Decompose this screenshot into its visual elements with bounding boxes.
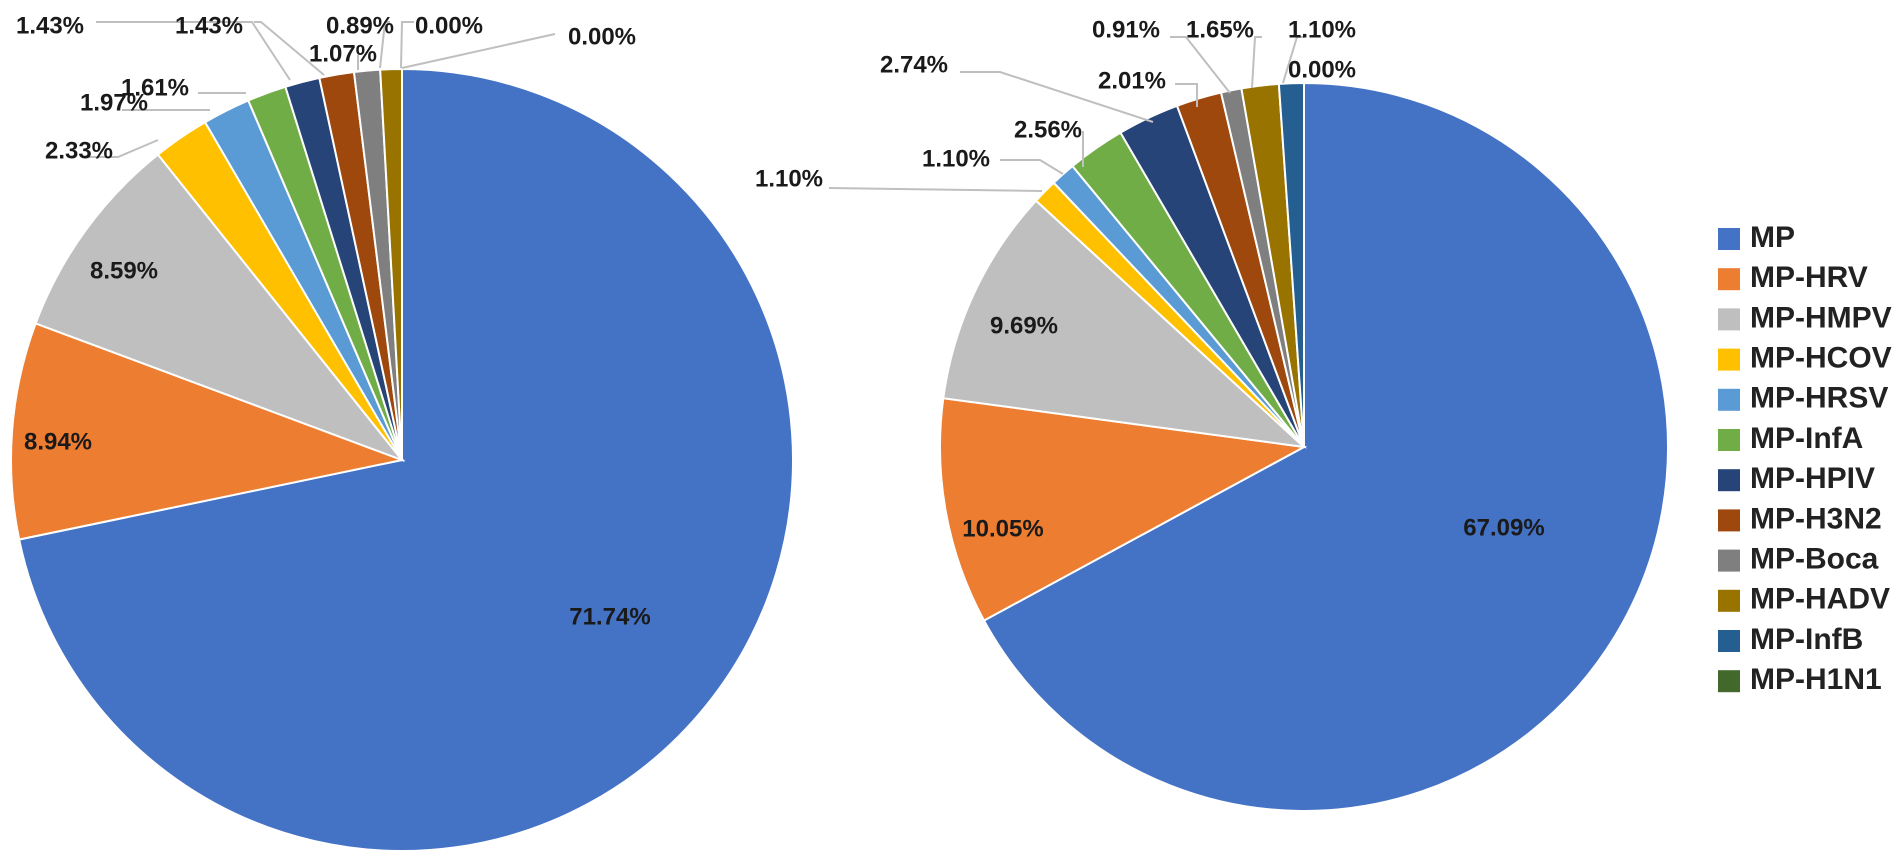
- legend: MP MP-HRV MP-HMPV MP-HCOV MP-HRSV MP-InfA MP-H…: [1718, 221, 1892, 696]
- pie2-label-mp-boca: 0.91%: [1092, 16, 1160, 43]
- pie1-slice-mp-hrv: [10, 322, 406, 541]
- pie1-label-mp-boca: 1.07%: [309, 40, 377, 67]
- pie2-label-mp-infa: 2.56%: [1014, 116, 1082, 143]
- pie2-label-mp-hadv: 1.65%: [1186, 16, 1254, 43]
- legend-swatch: [1718, 429, 1740, 451]
- pie2-leader-line-mp-h3n2: [1175, 83, 1198, 107]
- pie1-leader-line-mp-hpiv: [96, 21, 291, 81]
- pie1-label-mp-infa: 1.61%: [121, 74, 189, 101]
- legend-item-mp-hrsv: MP-HRSV: [1718, 382, 1888, 415]
- pie1-label-mp: 71.74%: [569, 603, 650, 630]
- legend-label: MP-HMPV: [1750, 301, 1892, 334]
- pie2-slice-mp-hrv: [939, 397, 1308, 622]
- legend-swatch: [1718, 630, 1740, 652]
- legend-label: MP-H1N1: [1750, 663, 1882, 696]
- pie1-leader-line-mp-hadv: [379, 21, 390, 69]
- pie-chart-2: 67.09% 10.05% 9.69% 1.10% 1.10% 2.56% 2.74% 2.0…: [755, 16, 1669, 812]
- pie1-leader-line-mp-h1n1: [401, 33, 556, 69]
- pie2-leader-line-mp-hrsv: [1000, 159, 1064, 175]
- legend-item-mp-hcov: MP-HCOV: [1718, 342, 1892, 375]
- legend-label: MP-HADV: [1750, 583, 1890, 616]
- legend-item-mp-hmpv: MP-HMPV: [1718, 301, 1892, 334]
- legend-swatch: [1718, 549, 1740, 572]
- pie1-label-mp-hrsv: 1.97%: [80, 89, 148, 116]
- legend-swatch: [1718, 228, 1740, 250]
- legend-swatch: [1718, 348, 1740, 371]
- pie2-leader-line-mp-boca: [1170, 36, 1231, 94]
- legend-item-mp-infb: MP-InfB: [1718, 623, 1863, 656]
- pie1-label-mp-hmpv: 8.59%: [90, 257, 158, 284]
- pie2-label-mp-hcov: 1.10%: [755, 165, 823, 192]
- pie1-label-mp-hcov: 2.33%: [45, 137, 113, 164]
- legend-label: MP-HPIV: [1750, 462, 1875, 495]
- pie1-slice-mp-hadv: [379, 67, 403, 461]
- pie2-label-mp-hrv: 10.05%: [962, 515, 1043, 542]
- pie1-leader-line-mp-hcov: [86, 139, 159, 158]
- pie2-leader-line-mp-hadv: [1251, 36, 1262, 89]
- pie2-slice-mp-infb: [1277, 81, 1305, 448]
- pie2-label-mp-h3n2: 2.01%: [1098, 67, 1166, 94]
- legend-swatch: [1718, 589, 1740, 612]
- legend-swatch: [1718, 388, 1740, 411]
- legend-item-mp-boca: MP-Boca: [1718, 543, 1879, 576]
- legend-swatch: [1718, 670, 1740, 693]
- pie2-leader-line-mp-infb: [1282, 36, 1304, 84]
- legend-label: MP-H3N2: [1750, 502, 1882, 535]
- pie1-label-mp-hpiv: 1.43%: [16, 12, 84, 39]
- legend-swatch: [1718, 268, 1740, 291]
- pie2-label-mp-infb: 1.10%: [1288, 16, 1356, 43]
- pie-chart-1: 71.74% 8.94% 8.59% 2.33% 1.97%1.61% 1.43% 1.43…: [10, 12, 794, 852]
- legend-item-mp: MP: [1718, 221, 1795, 254]
- pie2-label-mp-h1n1: 0.00%: [1288, 56, 1356, 83]
- legend-label: MP-Boca: [1750, 543, 1879, 576]
- pie2-slice-mp: [982, 81, 1669, 812]
- legend-item-mp-h1n1: MP-H1N1: [1718, 663, 1882, 696]
- pie1-label-mp-h3n2: 1.43%: [175, 12, 243, 39]
- pie1-leader-line-mp-h3n2: [254, 21, 325, 76]
- legend-item-mp-infa: MP-InfA: [1718, 422, 1863, 455]
- legend-swatch: [1718, 509, 1740, 532]
- legend-swatch: [1718, 469, 1740, 492]
- legend-item-mp-h3n2: MP-H3N2: [1718, 502, 1882, 535]
- legend-item-mp-hrv: MP-HRV: [1718, 261, 1868, 294]
- legend-label: MP-InfB: [1750, 623, 1863, 656]
- pie2-label-mp-hmpv: 9.69%: [990, 312, 1058, 339]
- legend-label: MP-InfA: [1750, 422, 1863, 455]
- legend-swatch: [1718, 308, 1740, 331]
- pie1-label-mp-hadv: 0.89%: [326, 12, 394, 39]
- pie2-slice-mp-hmpv: [942, 199, 1308, 449]
- legend-label: MP-HRSV: [1750, 382, 1888, 415]
- pie1-leader-line-mp-infb: [400, 21, 414, 69]
- pie2-leader-line-mp-hpiv: [960, 71, 1154, 123]
- legend-item-mp-hadv: MP-HADV: [1718, 583, 1890, 616]
- legend-label: MP: [1750, 221, 1795, 254]
- pie2-label-mp-hrsv: 1.10%: [922, 145, 990, 172]
- pie1-label-mp-infb: 0.00%: [415, 12, 483, 39]
- pie1-slice-mp: [17, 67, 794, 852]
- pie2-label-mp: 67.09%: [1463, 514, 1544, 541]
- pie2-leader-line-mp-hcov: [828, 187, 1043, 192]
- pie2-label-mp-hpiv: 2.74%: [880, 51, 948, 78]
- pie1-slice-mp-hmpv: [34, 153, 406, 463]
- legend-label: MP-HCOV: [1750, 342, 1892, 375]
- legend-label: MP-HRV: [1750, 261, 1868, 294]
- pie1-label-mp-hrv: 8.94%: [24, 428, 92, 455]
- pie1-label-mp-h1n1: 0.00%: [568, 23, 636, 50]
- legend-item-mp-hpiv: MP-HPIV: [1718, 462, 1875, 495]
